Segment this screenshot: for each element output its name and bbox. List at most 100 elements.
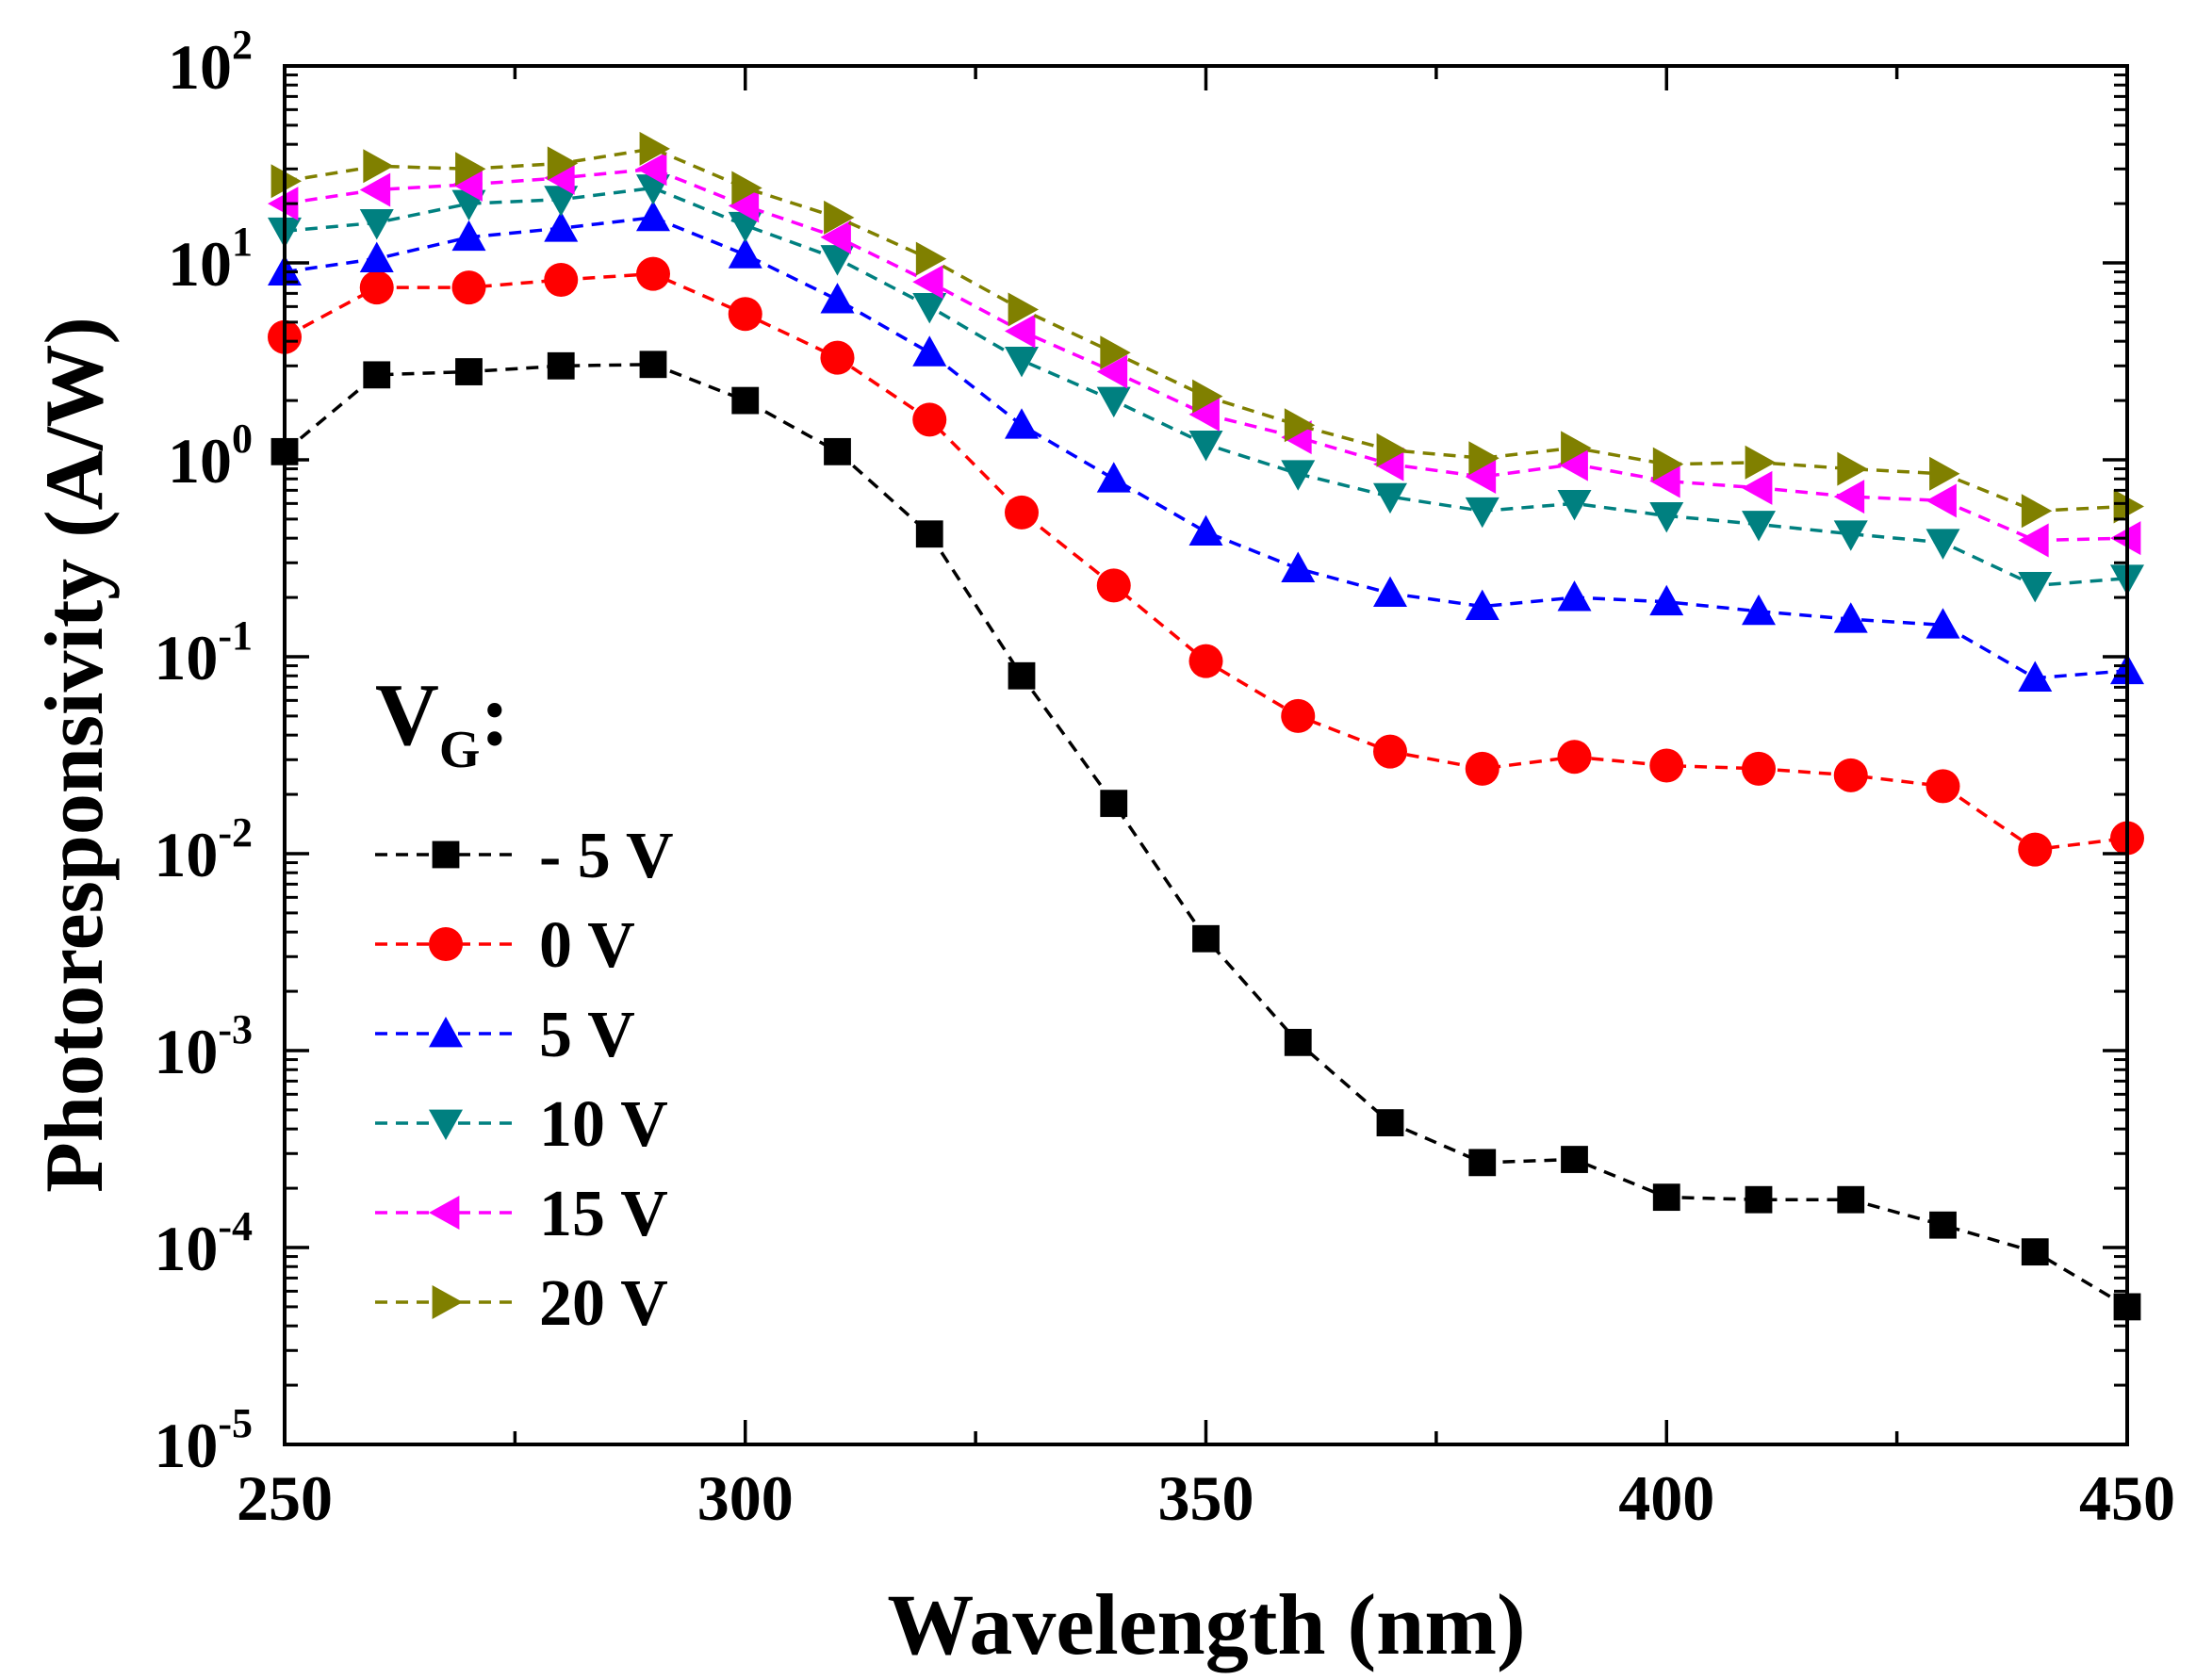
data-point bbox=[2018, 523, 2049, 558]
data-point bbox=[820, 340, 855, 375]
legend-item: 10 V bbox=[375, 1088, 668, 1161]
legend-marker bbox=[429, 927, 463, 961]
data-point bbox=[1096, 354, 1128, 389]
y-tick-label: 10-2 bbox=[154, 809, 253, 890]
data-point bbox=[1188, 397, 1220, 432]
data-point bbox=[728, 237, 762, 269]
legend-marker bbox=[429, 1196, 460, 1230]
y-tick-label: 100 bbox=[168, 416, 253, 497]
data-point bbox=[547, 146, 579, 181]
data-point bbox=[451, 270, 486, 305]
data-point bbox=[455, 358, 483, 385]
legend-title: VG: bbox=[375, 666, 510, 779]
legend-item: 5 V bbox=[375, 999, 635, 1071]
data-point bbox=[2018, 661, 2053, 692]
y-tick-label: 10-3 bbox=[154, 1006, 253, 1087]
legend-label: - 5 V bbox=[539, 820, 674, 892]
x-tick-label: 350 bbox=[1158, 1462, 1254, 1534]
y-tick-label: 10-4 bbox=[154, 1203, 253, 1284]
data-point bbox=[1929, 456, 1960, 491]
data-point bbox=[915, 520, 943, 548]
data-point bbox=[547, 351, 575, 380]
series-0-Vv bbox=[268, 256, 2144, 867]
data-point bbox=[1188, 431, 1223, 462]
legend-label: 10 V bbox=[539, 1088, 668, 1161]
y-tick-label: 102 bbox=[168, 22, 253, 103]
data-point bbox=[1833, 602, 1868, 633]
data-point bbox=[1192, 379, 1223, 414]
data-point bbox=[912, 292, 947, 324]
data-point bbox=[1100, 790, 1128, 818]
data-point bbox=[1561, 1146, 1588, 1173]
data-point bbox=[1833, 480, 1865, 514]
data-point bbox=[544, 186, 579, 217]
data-point bbox=[1742, 594, 1776, 626]
data-point bbox=[1008, 292, 1039, 327]
y-axis-label: Photoresponsivity (A/W) bbox=[29, 317, 121, 1193]
data-point bbox=[1373, 734, 1407, 769]
legend-item: 0 V bbox=[375, 909, 635, 982]
data-point bbox=[1652, 1183, 1680, 1212]
legend-label: 20 V bbox=[539, 1267, 668, 1340]
data-point bbox=[731, 386, 760, 415]
data-point bbox=[1281, 698, 1316, 733]
data-point bbox=[639, 351, 667, 379]
data-point bbox=[1008, 661, 1036, 690]
data-point bbox=[544, 211, 579, 242]
data-point bbox=[1096, 386, 1131, 418]
x-tick-label: 400 bbox=[1618, 1462, 1714, 1534]
data-point bbox=[544, 263, 579, 298]
data-point bbox=[1284, 408, 1316, 443]
data-point bbox=[636, 256, 670, 291]
plot-frame bbox=[283, 64, 2129, 1446]
data-point bbox=[824, 437, 851, 465]
data-point bbox=[1468, 441, 1500, 476]
series-20-Vv bbox=[270, 131, 2144, 529]
data-point bbox=[1096, 568, 1131, 603]
x-tick-label: 300 bbox=[697, 1462, 794, 1534]
data-point bbox=[1652, 447, 1684, 481]
data-point bbox=[1926, 608, 1960, 639]
legend-marker bbox=[432, 1285, 463, 1319]
data-point bbox=[728, 297, 762, 332]
data-point bbox=[1100, 335, 1131, 370]
x-tick-label: 250 bbox=[237, 1462, 333, 1534]
data-point bbox=[1745, 1185, 1773, 1214]
data-point bbox=[359, 208, 394, 240]
data-point bbox=[1561, 431, 1592, 465]
data-point bbox=[363, 149, 394, 184]
data-point bbox=[1837, 451, 1868, 486]
data-point bbox=[1373, 482, 1407, 514]
series-line bbox=[284, 216, 2128, 680]
data-point bbox=[2018, 832, 2053, 867]
data-point bbox=[1005, 495, 1039, 530]
legend-item: 20 V bbox=[375, 1267, 668, 1340]
data-point bbox=[1468, 1149, 1497, 1177]
data-point bbox=[636, 200, 670, 232]
data-point bbox=[1465, 589, 1500, 621]
data-point bbox=[1649, 501, 1684, 533]
data-point bbox=[912, 265, 943, 300]
legend-marker bbox=[429, 1109, 463, 1140]
data-point bbox=[1188, 514, 1223, 546]
data-point bbox=[1376, 432, 1407, 467]
data-point bbox=[1465, 460, 1497, 495]
data-point bbox=[1837, 1185, 1865, 1214]
data-point bbox=[1745, 445, 1776, 480]
series-5-Vv bbox=[270, 351, 2141, 1321]
data-point bbox=[1281, 551, 1316, 582]
data-point bbox=[455, 152, 486, 187]
y-tick-label: 10-5 bbox=[154, 1400, 253, 1481]
axes-layer: 250 300 350 400 450 10-5 10-4 10-3 10-2 10-1 100 10… bbox=[154, 22, 2175, 1534]
x-axis-label: Wavelength (nm) bbox=[887, 1576, 1525, 1672]
data-point bbox=[731, 171, 762, 205]
data-point bbox=[1649, 748, 1684, 783]
legend-label: 15 V bbox=[539, 1178, 668, 1250]
data-point bbox=[824, 200, 855, 235]
data-point bbox=[1926, 769, 1960, 804]
data-point bbox=[820, 245, 855, 276]
data-point bbox=[1557, 580, 1592, 612]
data-point bbox=[1005, 408, 1039, 439]
data-point bbox=[1833, 520, 1868, 551]
series-layer bbox=[268, 131, 2144, 1321]
